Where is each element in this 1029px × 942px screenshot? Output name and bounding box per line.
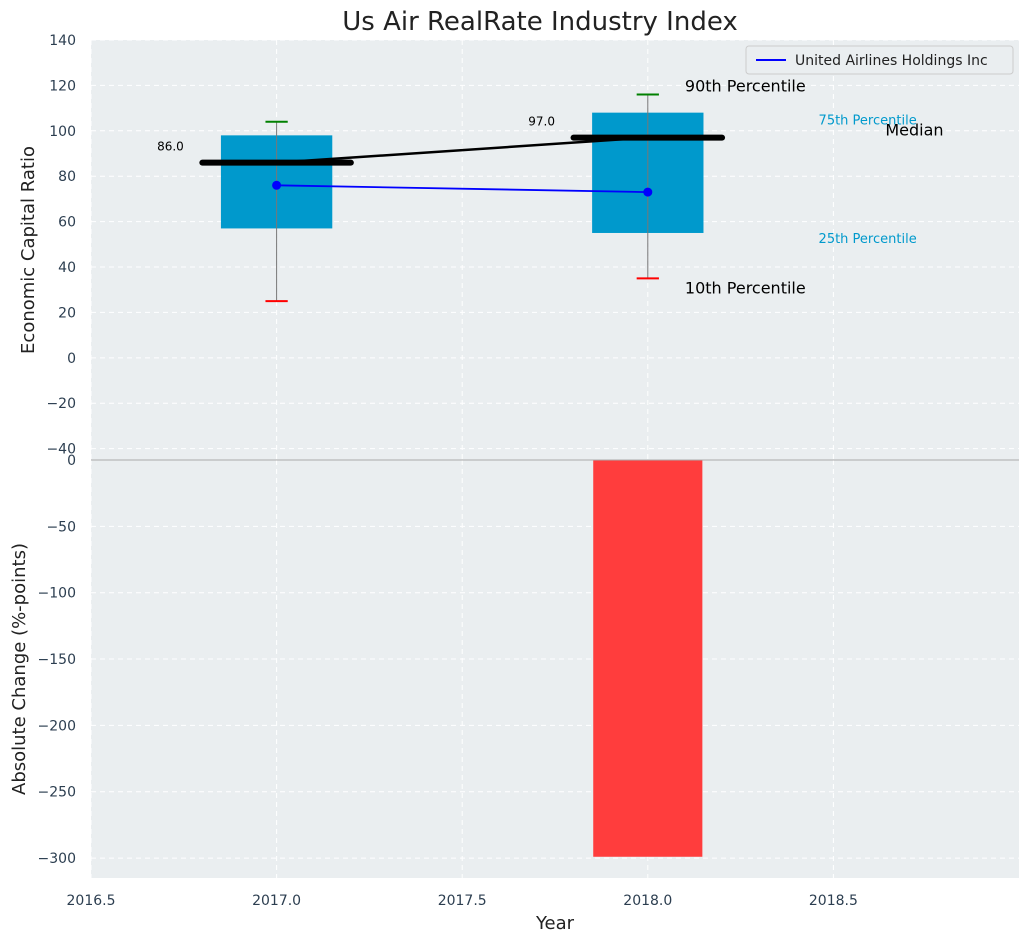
legend: United Airlines Holdings Inc <box>745 45 1014 75</box>
top-panel-background <box>91 40 1019 460</box>
y-tick-label: −100 <box>38 586 76 602</box>
change-bar <box>593 460 703 857</box>
x-tick-label: 2017.0 <box>252 893 301 909</box>
median-value-label: 86.0 <box>157 140 184 154</box>
series-point <box>643 187 653 197</box>
median-trend-line <box>276 136 648 164</box>
median-value-label: 97.0 <box>528 115 555 129</box>
legend-box <box>745 45 1014 75</box>
annotation-median: Median <box>885 121 943 140</box>
y-tick-label: −50 <box>46 519 76 535</box>
y-tick-label: 40 <box>58 260 76 276</box>
y-tick-label: 120 <box>49 78 76 94</box>
y-tick-label: −200 <box>38 718 76 734</box>
y-tick-label: 0 <box>67 453 76 469</box>
legend-label: United Airlines Holdings Inc <box>795 53 988 69</box>
x-tick-label: 2017.5 <box>438 893 487 909</box>
bottom-panel-background <box>91 460 1019 878</box>
series-line <box>276 184 648 194</box>
x-tick-label: 2018.0 <box>623 893 672 909</box>
y-tick-label: 140 <box>49 33 76 49</box>
axes: −40−200204060801001201400−50−100−150−200… <box>38 33 1019 909</box>
y-tick-label: 100 <box>49 124 76 140</box>
top-ylabel: Economic Capital Ratio <box>18 146 39 354</box>
y-tick-label: −40 <box>46 442 76 458</box>
y-tick-label: 80 <box>58 169 76 185</box>
annotation-p90: 90th Percentile <box>685 76 806 95</box>
annotation-p75: 75th Percentile <box>819 114 917 129</box>
annotation-p10: 10th Percentile <box>685 278 806 297</box>
y-tick-label: −250 <box>38 785 76 801</box>
y-tick-label: −150 <box>38 652 76 668</box>
y-tick-label: −20 <box>46 396 76 412</box>
x-axis-label: Year <box>535 913 575 934</box>
x-tick-label: 2018.5 <box>809 893 858 909</box>
y-tick-label: 20 <box>58 305 76 321</box>
bottom-panel <box>593 460 703 857</box>
chart-title: Us Air RealRate Industry Index <box>342 7 738 37</box>
bottom-ylabel: Absolute Change (%-points) <box>9 543 30 795</box>
y-tick-label: 60 <box>58 215 76 231</box>
x-tick-label: 2016.5 <box>67 893 116 909</box>
y-tick-label: −300 <box>38 851 76 867</box>
series-point <box>272 180 282 190</box>
annotation-p25: 25th Percentile <box>819 232 917 247</box>
top-panel: 86.0 97.0 90th Percentile 75th PercentileMe… <box>157 76 944 303</box>
y-tick-label: 0 <box>67 351 76 367</box>
